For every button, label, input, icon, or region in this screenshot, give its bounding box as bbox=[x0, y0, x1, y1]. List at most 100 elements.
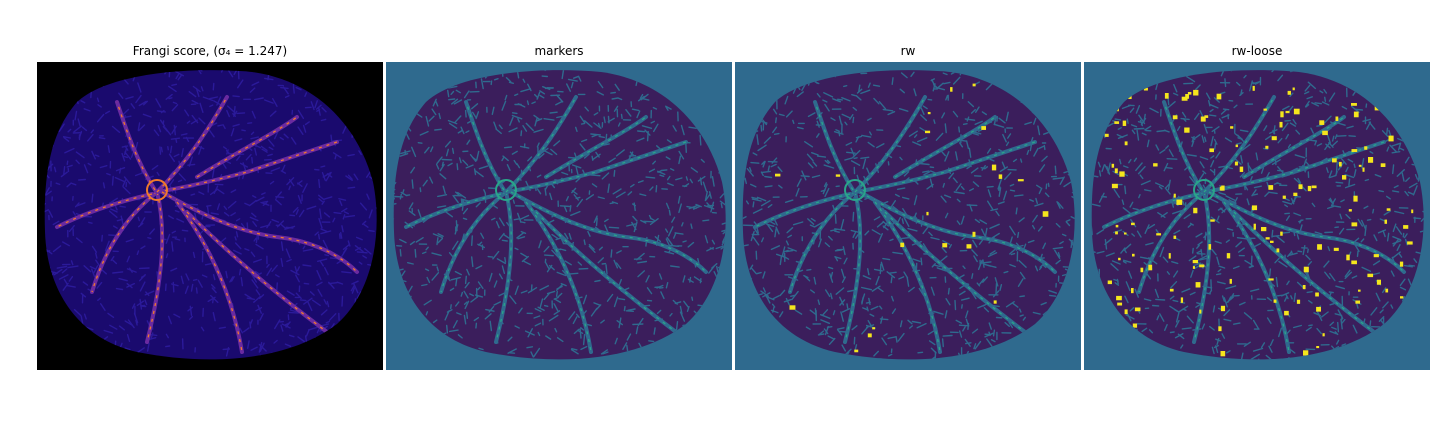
accent-speck bbox=[973, 232, 976, 237]
retina-blob bbox=[394, 70, 726, 359]
texture-stroke bbox=[418, 143, 422, 144]
texture-stroke bbox=[117, 289, 123, 290]
accent-speck bbox=[1117, 303, 1122, 306]
texture-stroke bbox=[464, 218, 467, 219]
texture-stroke bbox=[649, 341, 654, 342]
texture-stroke bbox=[934, 120, 935, 123]
accent-speck bbox=[1165, 93, 1169, 99]
accent-speck bbox=[1332, 158, 1337, 162]
texture-stroke bbox=[527, 347, 532, 348]
accent-speck bbox=[1400, 262, 1403, 267]
texture-stroke bbox=[342, 297, 343, 307]
texture-stroke bbox=[466, 111, 467, 117]
texture-stroke bbox=[1274, 126, 1275, 134]
texture-stroke bbox=[949, 288, 950, 294]
accent-speck bbox=[1294, 109, 1300, 115]
texture-stroke bbox=[1094, 176, 1098, 177]
accent-speck bbox=[1336, 117, 1339, 121]
texture-stroke bbox=[448, 91, 449, 97]
texture-stroke bbox=[191, 194, 194, 195]
texture-stroke bbox=[1050, 295, 1056, 296]
texture-stroke bbox=[290, 215, 295, 216]
texture-stroke bbox=[528, 101, 529, 104]
texture-stroke bbox=[233, 96, 239, 97]
texture-stroke bbox=[92, 194, 93, 202]
texture-stroke bbox=[194, 280, 197, 281]
accent-speck bbox=[1364, 146, 1367, 149]
image-panel-frangi bbox=[37, 62, 383, 370]
texture-stroke bbox=[250, 322, 251, 328]
texture-stroke bbox=[172, 84, 177, 85]
accent-speck bbox=[1209, 244, 1212, 250]
texture-stroke bbox=[836, 250, 842, 251]
accent-speck bbox=[1353, 196, 1357, 202]
texture-stroke bbox=[161, 147, 162, 151]
accent-speck bbox=[1240, 167, 1243, 172]
texture-stroke bbox=[1115, 119, 1120, 120]
texture-stroke bbox=[1011, 254, 1014, 255]
texture-stroke bbox=[341, 233, 342, 239]
texture-stroke bbox=[467, 312, 468, 318]
texture-stroke bbox=[1337, 136, 1346, 137]
accent-speck bbox=[1352, 222, 1358, 226]
texture-stroke bbox=[874, 85, 880, 86]
texture-stroke bbox=[449, 99, 455, 100]
texture-stroke bbox=[1283, 232, 1290, 233]
texture-stroke bbox=[791, 295, 795, 296]
texture-stroke bbox=[138, 217, 139, 220]
accent-speck bbox=[1312, 186, 1317, 189]
texture-stroke bbox=[1100, 171, 1101, 176]
texture-stroke bbox=[703, 220, 709, 221]
accent-speck bbox=[1182, 97, 1188, 101]
accent-speck bbox=[1112, 184, 1118, 188]
accent-speck bbox=[1252, 205, 1257, 210]
accent-speck bbox=[1293, 88, 1295, 91]
texture-stroke bbox=[918, 352, 923, 353]
image-panel-markers bbox=[386, 62, 732, 370]
accent-speck bbox=[1118, 258, 1120, 260]
accent-speck bbox=[999, 174, 1002, 179]
texture-stroke bbox=[166, 346, 170, 347]
texture-stroke bbox=[1173, 300, 1178, 301]
accent-speck bbox=[1272, 136, 1277, 140]
texture-stroke bbox=[240, 269, 241, 274]
texture-stroke bbox=[997, 117, 998, 121]
accent-speck bbox=[1131, 223, 1135, 225]
texture-stroke bbox=[1373, 209, 1374, 213]
accent-speck bbox=[1400, 296, 1403, 298]
accent-speck bbox=[1170, 289, 1174, 292]
accent-speck bbox=[1299, 184, 1303, 189]
texture-stroke bbox=[604, 117, 605, 122]
texture-stroke bbox=[466, 276, 467, 283]
accent-speck bbox=[1227, 253, 1230, 258]
texture-stroke bbox=[775, 134, 779, 135]
accent-speck bbox=[1303, 350, 1308, 355]
texture-stroke bbox=[113, 176, 114, 185]
accent-speck bbox=[1316, 307, 1321, 312]
texture-stroke bbox=[889, 272, 896, 273]
texture-stroke bbox=[646, 177, 655, 178]
retina-blob bbox=[1092, 70, 1424, 359]
texture-stroke bbox=[1018, 233, 1019, 238]
texture-stroke bbox=[456, 279, 457, 286]
texture-stroke bbox=[160, 147, 161, 154]
accent-speck bbox=[1174, 236, 1177, 239]
accent-speck bbox=[1135, 308, 1141, 312]
texture-stroke bbox=[403, 190, 404, 193]
accent-speck bbox=[1268, 185, 1273, 190]
accent-speck bbox=[1132, 254, 1135, 257]
texture-stroke bbox=[793, 120, 794, 123]
texture-stroke bbox=[1349, 136, 1355, 137]
accent-speck bbox=[1193, 266, 1195, 269]
accent-speck bbox=[1304, 267, 1309, 273]
accent-speck bbox=[1288, 91, 1291, 95]
texture-stroke bbox=[1387, 128, 1388, 134]
texture-stroke bbox=[987, 187, 993, 188]
accent-speck bbox=[1133, 324, 1137, 328]
texture-stroke bbox=[1125, 186, 1126, 193]
accent-speck bbox=[1181, 297, 1183, 302]
image-panel-rw bbox=[735, 62, 1081, 370]
texture-stroke bbox=[510, 82, 514, 83]
texture-stroke bbox=[472, 236, 473, 245]
texture-stroke bbox=[67, 161, 68, 164]
